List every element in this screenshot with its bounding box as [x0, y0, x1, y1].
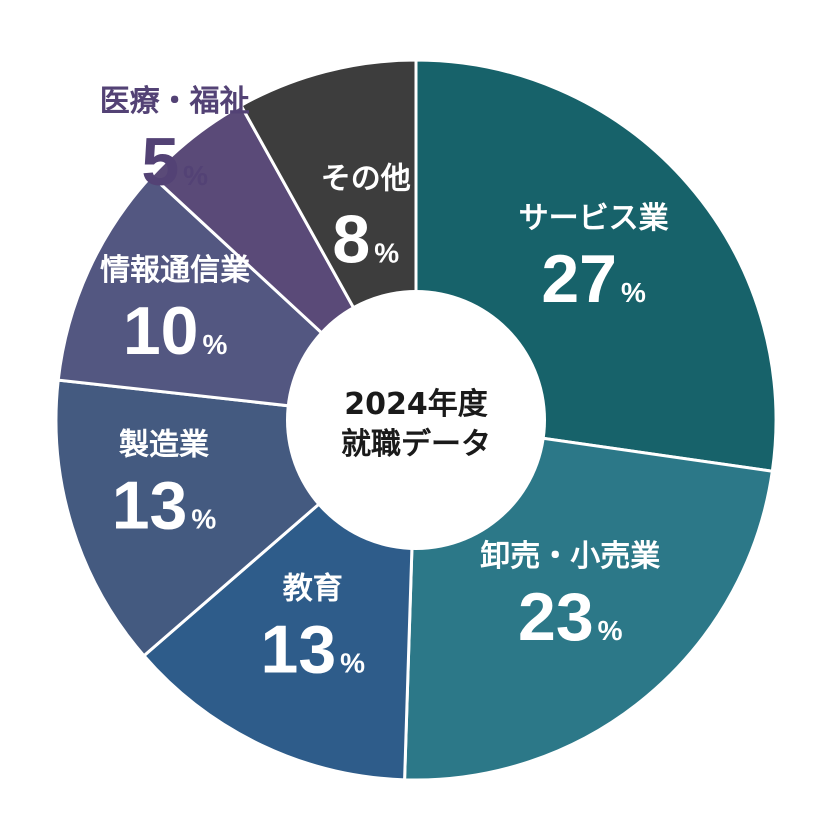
- slice-name-label: 教育: [283, 572, 343, 607]
- slice-value-unit: %: [374, 237, 399, 268]
- slice-value-label: 8%: [332, 201, 399, 277]
- slice-name-label: 情報通信業: [100, 253, 250, 288]
- center-title-line-2: 就職データ: [341, 427, 491, 462]
- slice-value-label: 13%: [261, 612, 366, 688]
- slice-value-number: 23: [518, 579, 594, 655]
- slice-value-number: 8: [332, 201, 370, 277]
- slice-label-group: サービス業 27%: [519, 201, 669, 317]
- slice-value-number: 27: [541, 241, 617, 317]
- slice-value-unit: %: [340, 648, 365, 679]
- slice-value-unit: %: [202, 329, 227, 360]
- slice-name-label: 医療・福祉: [100, 84, 250, 119]
- slice-value-unit: %: [621, 277, 646, 308]
- slice-label-group: 医療・福祉 5%: [100, 84, 250, 200]
- slice-name-label: 製造業: [119, 428, 209, 463]
- slice-value-unit: %: [191, 504, 216, 535]
- center-title-line-1: 2024年度: [344, 387, 488, 422]
- center-hole: [286, 290, 546, 550]
- slice-name-label: サービス業: [519, 201, 669, 236]
- center-layer: 2024年度 就職データ: [286, 290, 546, 550]
- slice-value-unit: %: [598, 615, 623, 646]
- slice-value-label: 27%: [541, 241, 646, 317]
- slice-value-label: 23%: [518, 579, 623, 655]
- slice-label-group: 情報通信業 10%: [100, 253, 250, 369]
- slice-label-group: 教育 13%: [261, 572, 366, 688]
- slice-label-group: 卸売・小売業 23%: [480, 539, 660, 655]
- slice-value-label: 5%: [141, 124, 208, 200]
- slice-name-label: その他: [321, 161, 411, 196]
- slice-value-unit: %: [183, 160, 208, 191]
- slice-value-number: 13: [112, 468, 188, 544]
- slice-value-label: 13%: [112, 468, 217, 544]
- slice-label-group: 製造業 13%: [112, 428, 217, 544]
- slice-value-number: 13: [261, 612, 337, 688]
- slice-value-label: 10%: [123, 293, 228, 369]
- slice-value-number: 5: [141, 124, 179, 200]
- slice-label-group: その他 8%: [321, 161, 411, 277]
- slice-value-number: 10: [123, 293, 199, 369]
- slice-name-label: 卸売・小売業: [480, 539, 660, 574]
